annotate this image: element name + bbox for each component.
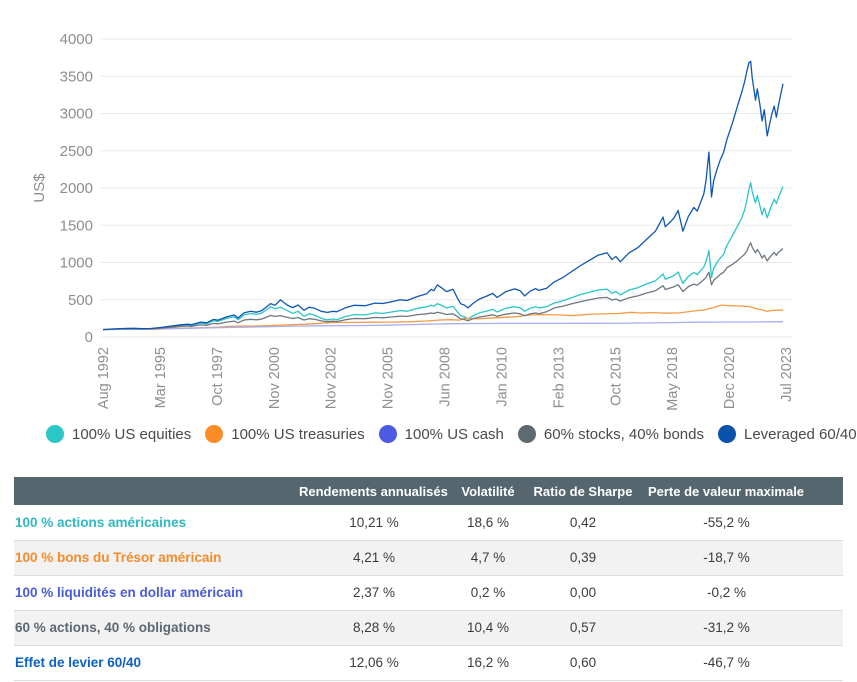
- cell-value: 4,21 %: [352, 550, 396, 565]
- legend-dot-100-us-equities: [46, 425, 64, 443]
- cell-value: -31,2 %: [703, 620, 750, 635]
- x-tick-label: Oct 2015: [608, 347, 624, 406]
- cell-value: -0,2 %: [706, 585, 747, 600]
- x-tick-label: Jan 2010: [494, 347, 510, 407]
- legend-item-leveraged-60-40[interactable]: Leveraged 60/40: [717, 425, 857, 443]
- legend-item-100-us-treasuries[interactable]: 100% US treasuries: [205, 425, 365, 443]
- series-line-100-us-cash: [102, 321, 784, 331]
- cell-value: 0,57: [569, 620, 597, 635]
- table-row: 60 % actions, 40 % obligations 8,28 % 10,4…: [14, 610, 843, 645]
- x-tick-label: Mar 1995: [153, 347, 169, 408]
- header-cell: Perte de valeur maximale: [639, 477, 843, 505]
- y-tick-label: 1500: [60, 217, 93, 234]
- x-tick-label: Feb 2013: [551, 347, 567, 408]
- legend-label: 100% US equities: [72, 425, 192, 443]
- cell-value: 2,37 %: [352, 585, 396, 600]
- legend-item-60-stocks-40-bonds[interactable]: 60% stocks, 40% bonds: [517, 425, 704, 443]
- legend-label: 60% stocks, 40% bonds: [543, 425, 704, 443]
- header-cell: Volatilité: [449, 477, 527, 505]
- cell-value: 0,00: [569, 585, 597, 600]
- y-tick-label: 0: [85, 329, 93, 346]
- cell-value: 10,4 %: [466, 620, 510, 635]
- x-tick-label: Oct 1997: [210, 347, 226, 406]
- chart-legend: 100% US equities 100% US treasuries 100% U…: [46, 421, 857, 447]
- cell-value: 0,60: [569, 655, 597, 670]
- row-label: 100 % actions américaines: [15, 514, 187, 530]
- legend-dot-100-us-treasuries: [205, 425, 224, 443]
- table-row: 100 % bons du Trésor américain 4,21 % 4,7 …: [14, 540, 843, 575]
- chart-section: 0 500 1000 1500 2000 2500 3000 3500 4000 US$ Aug 1…: [31, 31, 857, 447]
- legend-item-100-us-equities[interactable]: 100% US equities: [46, 425, 191, 443]
- table-row: 100 % actions américaines 10,21 % 18,6 % 0,…: [14, 505, 843, 540]
- stats-table: Rendements annualisés Volatilité Ratio de …: [14, 477, 843, 681]
- cell-value: 0,42: [569, 514, 597, 530]
- y-axis-label: US$: [31, 173, 48, 203]
- cell-value: 18,6 %: [466, 514, 510, 530]
- legend-item-100-us-cash[interactable]: 100% US cash: [378, 425, 504, 443]
- y-tick-label: 2500: [60, 143, 93, 160]
- series-line-leveraged-60-40: [102, 60, 784, 331]
- y-tick-label: 500: [68, 292, 93, 309]
- stats-table-header: Rendements annualisés Volatilité Ratio de …: [14, 477, 843, 505]
- y-tick-label: 3500: [60, 68, 93, 85]
- x-tick-label: Aug 1992: [96, 347, 112, 409]
- row-label: 100 % bons du Trésor américain: [15, 550, 222, 565]
- table-row: 100 % liquidités en dollar américain 2,37…: [14, 575, 843, 610]
- cell-value: -46,7 %: [703, 655, 750, 670]
- legend-dot-60-stocks-40-bonds: [517, 425, 536, 443]
- x-tick-label: Dec 2020: [722, 347, 738, 409]
- y-tick-label: 4000: [60, 31, 93, 48]
- cell-value: -55,2 %: [703, 514, 750, 530]
- series-line-100-us-equities: [102, 182, 784, 331]
- row-label: 60 % actions, 40 % obligations: [15, 620, 211, 635]
- cell-value: 12,06 %: [349, 655, 399, 670]
- legend-dot-leveraged-60-40: [717, 425, 736, 443]
- y-tick-label: 2000: [60, 180, 93, 197]
- x-tick-label: May 2018: [665, 347, 681, 411]
- x-tick-label: Nov 2000: [267, 347, 283, 409]
- series-line-60-stocks-40-bonds: [102, 242, 784, 331]
- legend-dot-100-us-cash: [378, 425, 397, 443]
- cell-value: 10,21 %: [349, 514, 399, 530]
- cell-value: -18,7 %: [703, 550, 750, 565]
- row-label: 100 % liquidités en dollar américain: [15, 585, 244, 600]
- cell-value: 0,2 %: [470, 585, 506, 600]
- x-tick-label: Nov 2005: [381, 347, 397, 409]
- legend-label: 100% US cash: [404, 425, 504, 443]
- legend-label: 100% US treasuries: [231, 425, 365, 443]
- x-tick-label: Jul 2023: [779, 347, 795, 402]
- cell-value: 16,2 %: [466, 655, 510, 670]
- row-label: Effet de levier 60/40: [15, 655, 142, 670]
- x-tick-label: Jun 2008: [438, 347, 454, 407]
- y-tick-label: 3000: [60, 106, 93, 123]
- table-row: Effet de levier 60/40 12,06 % 16,2 % 0,60 -4…: [14, 645, 843, 680]
- cell-value: 4,7 %: [470, 550, 506, 565]
- header-cell: Rendements annualisés: [299, 477, 449, 505]
- x-tick-label: Nov 2002: [324, 347, 340, 409]
- legend-label: Leveraged 60/40: [743, 425, 857, 443]
- cell-value: 0,39: [569, 550, 597, 565]
- performance-line-chart: 0 500 1000 1500 2000 2500 3000 3500 4000 US$ Aug 1…: [31, 31, 795, 411]
- cell-value: 8,28 %: [352, 620, 396, 635]
- header-cell-empty: [14, 477, 299, 505]
- y-tick-label: 1000: [60, 255, 93, 272]
- series-line-100-us-treasuries: [102, 304, 784, 331]
- header-cell: Ratio de Sharpe: [527, 477, 639, 505]
